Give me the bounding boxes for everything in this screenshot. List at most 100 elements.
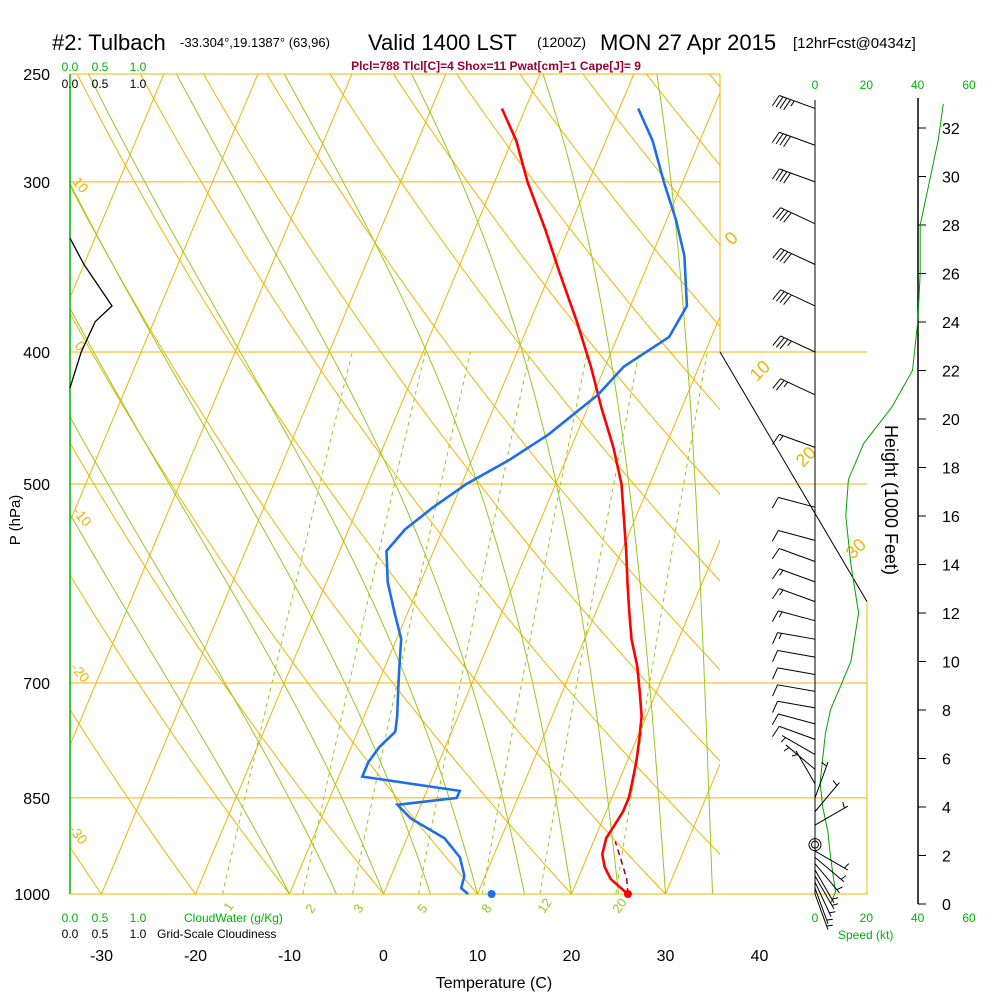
wind-barb <box>772 335 816 353</box>
wind-barb <box>791 750 816 785</box>
dry-adiabat-line <box>139 74 720 855</box>
wind-barb-half-flag <box>779 435 784 442</box>
x-axis-title: Temperature (C) <box>436 975 552 992</box>
temperature-tick-label: 10 <box>469 948 487 965</box>
height-tick-label: 14 <box>942 558 960 575</box>
wind-barb-flag <box>779 292 789 304</box>
cloudiness-tick: 1.0 <box>130 927 147 941</box>
wind-barb <box>814 850 850 871</box>
wind-barb <box>771 94 816 111</box>
height-tick-label: 8 <box>942 703 951 720</box>
wind-barb <box>771 568 816 583</box>
wind-barb <box>780 735 816 756</box>
height-tick-label: 10 <box>942 655 960 672</box>
wind-barb-shaft <box>777 684 816 692</box>
wind-speed-tick: 40 <box>911 911 925 925</box>
wind-barb-shaft <box>779 94 816 109</box>
wind-barb-flag <box>772 207 781 218</box>
wind-barb <box>772 667 816 680</box>
valid-date: MON 27 Apr 2015 <box>600 30 776 55</box>
wind-barb-flag <box>771 168 780 180</box>
height-tick-label: 26 <box>942 267 960 284</box>
wind-barb <box>814 881 836 917</box>
mixing-ratio-line <box>418 351 531 894</box>
cloud-water-profile <box>69 237 113 389</box>
wind-barb <box>814 801 849 826</box>
pressure-tick-label: 400 <box>23 345 50 362</box>
wind-barb-half-flag <box>831 897 839 900</box>
wind-barb-flag <box>776 209 785 220</box>
wind-barb <box>772 650 816 663</box>
wind-barb-flag <box>772 335 781 346</box>
dry-adiabat-line <box>70 708 196 894</box>
wind-barb-half-flag <box>783 381 789 388</box>
wind-barb-flag <box>783 253 792 264</box>
temperature-tick-label: -30 <box>90 948 113 965</box>
height-tick-label: 32 <box>942 121 960 138</box>
temperature-tick-label: 30 <box>657 948 675 965</box>
moist-adiabat-line <box>175 74 525 894</box>
wind-barb-shaft <box>814 805 849 826</box>
wind-barb-shaft <box>779 725 816 740</box>
height-tick-label: 4 <box>942 800 951 817</box>
wind-barb-flag <box>776 249 785 261</box>
moist-adiabat-line <box>656 74 713 894</box>
dry-adiabat-line <box>76 74 666 894</box>
wind-barb-flag <box>776 380 785 391</box>
wind-barb-shaft <box>780 289 816 307</box>
mixing-ratio-label: 2 <box>302 901 318 916</box>
wind-barb-flag <box>776 337 785 348</box>
isotherm-label: 0 <box>721 228 742 249</box>
mixing-ratio-line <box>222 351 353 894</box>
wind-barb-flag <box>771 95 780 106</box>
dry-adiabat-line <box>0 74 8 894</box>
wind-speed-tick: 20 <box>860 911 874 925</box>
wind-barb-flag <box>779 210 789 221</box>
dry-adiabat-line <box>962 74 1000 894</box>
wind-speed-tick: 60 <box>962 78 976 92</box>
wind-barb-half-flag <box>826 918 833 921</box>
wind-barb-shaft <box>779 588 816 603</box>
cloud-water-tick: 0.5 <box>92 911 109 925</box>
isotherm-label: 10 <box>746 357 774 385</box>
height-tick-label: 28 <box>942 218 960 235</box>
height-tick-label: 6 <box>942 752 951 769</box>
wind-barb-half-flag <box>829 911 836 914</box>
wind-barb-flag <box>772 289 781 300</box>
wind-barb-shaft <box>814 863 840 894</box>
wind-barb <box>814 875 839 910</box>
cloud-water-tick: 0.5 <box>92 60 109 74</box>
wind-barb-flag <box>783 136 791 147</box>
wind-barb-flag <box>772 632 779 645</box>
mixing-ratio-line <box>481 351 588 894</box>
height-axis-title: Height (1000 Feet) <box>881 425 901 575</box>
wind-barb <box>771 530 816 542</box>
wind-barb-flag <box>783 294 792 305</box>
wind-barb-flag <box>779 171 788 183</box>
wind-speed-tick: 0 <box>812 78 819 92</box>
wind-barb-flag <box>772 378 781 389</box>
wind-barb <box>814 761 829 799</box>
wind-barb-shaft <box>778 610 816 622</box>
height-tick-label: 20 <box>942 412 960 429</box>
height-tick-label: 12 <box>942 606 960 623</box>
wind-barb-flag <box>771 548 780 560</box>
wind-barb-shaft <box>780 378 816 396</box>
calm-wind-marker <box>808 838 822 852</box>
wind-barb-flag <box>775 169 784 181</box>
isotherm-line <box>948 74 1000 894</box>
y-axis-title: P (hPa) <box>7 495 24 546</box>
wind-barb-shaft <box>778 496 816 508</box>
wind-barb-shaft <box>814 875 835 910</box>
cloud-water-label: CloudWater (g/Kg) <box>184 911 283 925</box>
wind-barb-shaft <box>777 667 816 676</box>
wind-barb <box>771 610 816 622</box>
wind-speed-tick: 60 <box>962 911 976 925</box>
isotherm-label: 30 <box>842 535 870 563</box>
pressure-tick-label: 250 <box>23 67 50 84</box>
forecast-info: [12hrFcst@0434z] <box>793 35 916 52</box>
dry-adiabat-line <box>70 574 290 894</box>
pressure-tick-label: 1000 <box>14 887 50 904</box>
isotherm-line <box>70 74 165 299</box>
